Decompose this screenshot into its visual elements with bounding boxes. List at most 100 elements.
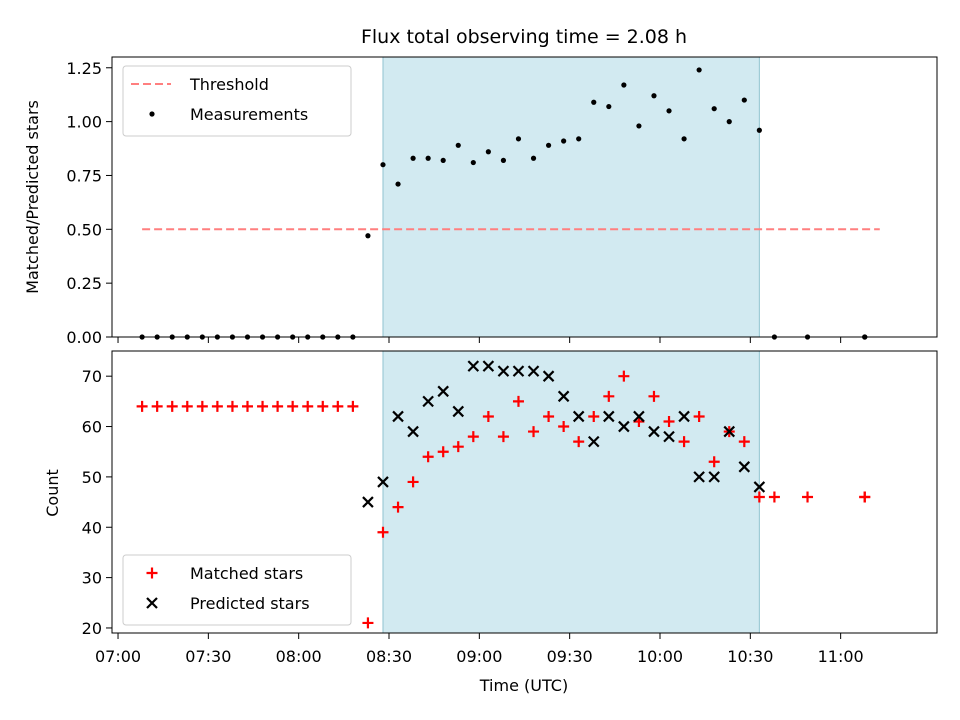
bottom-legend: Matched stars Predicted stars	[122, 554, 352, 626]
top-legend: Threshold Measurements	[122, 65, 352, 137]
measurement-point	[651, 93, 657, 99]
x-tick-label: 08:30	[366, 647, 412, 666]
matched-star-point	[211, 400, 223, 412]
matched-star-point	[332, 400, 344, 412]
matched-star-point	[603, 390, 615, 402]
legend-entry-label: Threshold	[189, 75, 269, 94]
matched-star-point	[753, 491, 765, 503]
matched-star-point	[407, 476, 419, 488]
measurement-point	[410, 155, 416, 161]
x-tick-label: 10:30	[727, 647, 773, 666]
legend-plus-swatch	[146, 567, 158, 579]
predicted-star-point	[377, 476, 389, 488]
legend-box	[122, 65, 352, 137]
matched-star-point	[512, 395, 524, 407]
predicted-star-point	[512, 365, 525, 377]
matched-star-point	[802, 491, 814, 503]
matched-star-point	[422, 451, 434, 463]
x-tick-label: 09:30	[547, 647, 593, 666]
matched-star-point	[166, 400, 178, 412]
measurement-point	[455, 142, 461, 148]
measurement-point	[636, 123, 642, 129]
predicted-star-point	[437, 385, 449, 398]
bottom-panel-y-axis-label: Count	[43, 469, 62, 517]
predicted-star-point	[527, 365, 540, 377]
x-tick-label: 07:00	[95, 647, 141, 666]
matched-star-point	[257, 400, 269, 412]
top-y-tick-label: 0.50	[66, 220, 102, 239]
measurement-point	[485, 149, 491, 155]
bottom-y-tick-label: 50	[82, 468, 102, 487]
matched-star-point	[618, 370, 630, 382]
top-y-tick-label: 1.00	[66, 113, 102, 132]
top-y-tick-label: 0.75	[66, 166, 102, 185]
predicted-star-point	[753, 481, 766, 493]
matched-star-point	[708, 456, 720, 468]
predicted-star-point	[738, 461, 751, 473]
matched-star-point	[226, 400, 238, 412]
bottom-panel: 20 30 40 50 60 70 07:00 07:30 08:00 08:30 09:00 09:…	[82, 350, 938, 666]
legend-entry-label: Predicted stars	[190, 594, 310, 613]
measurement-point	[726, 119, 732, 125]
top-y-tick-label: 0.25	[66, 274, 102, 293]
matched-star-point	[437, 446, 449, 458]
matched-star-point	[663, 416, 675, 427]
x-tick-label: 11:00	[818, 647, 864, 666]
predicted-star-point	[663, 430, 675, 443]
matched-star-point	[558, 421, 570, 433]
matched-star-point	[317, 400, 329, 412]
predicted-star-point	[467, 360, 480, 372]
top-y-tick-label: 1.25	[66, 59, 102, 78]
bottom-y-tick-label: 40	[82, 518, 102, 537]
measurement-point	[591, 99, 597, 105]
measurement-point	[756, 127, 762, 133]
measurement-point	[425, 155, 431, 161]
measurement-point	[561, 138, 567, 144]
matched-star-point	[272, 400, 284, 412]
predicted-star-point	[708, 471, 720, 483]
bottom-y-tick-label: 70	[82, 367, 102, 386]
matched-star-point	[196, 400, 208, 412]
measurement-point	[545, 142, 552, 148]
predicted-star-point	[572, 410, 585, 423]
measurement-point	[515, 136, 522, 142]
bottom-series-predicted-stars	[362, 360, 766, 508]
predicted-star-point	[407, 425, 419, 438]
predicted-star-point	[542, 370, 555, 382]
legend-dot-swatch	[149, 111, 155, 117]
legend-entry-label: Measurements	[190, 105, 308, 124]
x-axis-label: Time (UTC)	[479, 676, 568, 695]
top-y-tick-label: 0.00	[66, 328, 102, 347]
bottom-series-matched-stars	[136, 370, 871, 629]
matched-star-point	[678, 436, 690, 448]
measurement-point	[741, 97, 747, 103]
matched-star-point	[482, 410, 494, 422]
predicted-star-point	[422, 395, 434, 408]
matched-star-point	[377, 526, 389, 538]
measurement-point	[500, 157, 507, 163]
predicted-star-point	[587, 435, 600, 448]
x-tick-label: 09:00	[456, 647, 502, 666]
matched-star-point	[302, 400, 314, 412]
measurement-point	[395, 181, 401, 187]
matched-star-point	[497, 431, 509, 443]
predicted-star-point	[362, 496, 374, 508]
x-tick-label: 08:00	[276, 647, 322, 666]
measurement-point	[530, 155, 537, 161]
matched-star-point	[573, 436, 585, 448]
measurement-point	[666, 108, 672, 114]
top-panel-frame	[111, 56, 938, 338]
matched-star-point	[181, 400, 193, 412]
predicted-star-point	[648, 425, 660, 438]
matched-star-point	[693, 410, 705, 422]
measurement-point	[681, 136, 687, 142]
predicted-star-point	[678, 410, 690, 423]
measurement-point	[621, 82, 627, 88]
matched-star-point	[543, 410, 555, 422]
matched-star-point	[467, 431, 479, 443]
bottom-panel-frame	[111, 350, 938, 634]
matched-star-point	[452, 441, 464, 453]
top-panel: 0.00 0.25 0.50 0.75 1.00 1.25 Threshold Measure…	[66, 56, 938, 347]
predicted-star-point	[618, 420, 630, 433]
